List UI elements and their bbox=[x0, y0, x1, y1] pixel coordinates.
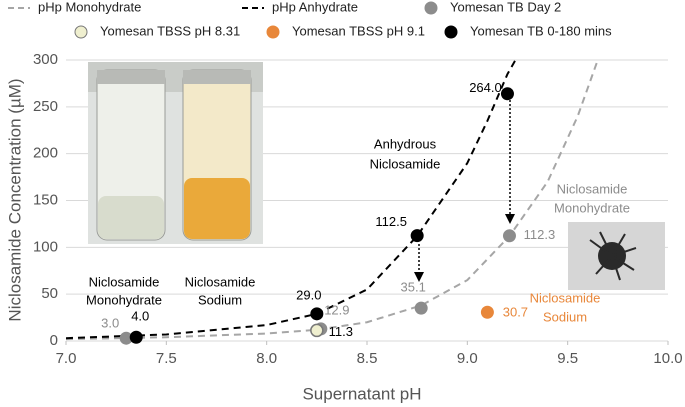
x-tick-label: 8.0 bbox=[256, 350, 277, 367]
data-label: 12.9 bbox=[324, 302, 349, 317]
data-label: 3.0 bbox=[101, 316, 119, 331]
legend-label: pHp Monohydrate bbox=[38, 0, 141, 14]
curve bbox=[66, 60, 517, 340]
data-label: 112.3 bbox=[524, 227, 556, 242]
annotation: Monohydrate bbox=[554, 200, 630, 215]
photo-caption: Niclosamide bbox=[185, 274, 256, 289]
legend-label: Yomesan TB Day 2 bbox=[450, 0, 561, 14]
annotation: Anhydrous bbox=[374, 136, 437, 151]
photo-caption: Monohydrate bbox=[86, 292, 162, 307]
crystal-photo bbox=[568, 222, 665, 290]
legend-swatch bbox=[424, 1, 438, 15]
data-label: 264.0 bbox=[469, 80, 502, 95]
marker bbox=[414, 301, 428, 315]
arrow-head bbox=[414, 214, 515, 282]
y-axis-title: Niclosamide Concentration (µM) bbox=[5, 78, 24, 321]
legend-label: Yomesan TBSS pH 8.31 bbox=[100, 23, 240, 38]
legend-swatch bbox=[444, 25, 458, 39]
x-tick-label: 7.5 bbox=[156, 350, 177, 367]
x-tick-label: 7.0 bbox=[56, 350, 77, 367]
annotation: Niclosamide bbox=[530, 290, 601, 305]
x-tick-label: 8.5 bbox=[357, 350, 378, 367]
marker bbox=[500, 87, 514, 101]
y-tick-label: 50 bbox=[41, 285, 58, 302]
data-label: 11.3 bbox=[329, 324, 353, 339]
data-label: 30.7 bbox=[503, 305, 528, 320]
y-tick-label: 250 bbox=[33, 98, 58, 115]
y-tick-label: 200 bbox=[33, 145, 58, 162]
annotation: Niclosamide bbox=[370, 156, 441, 171]
marker bbox=[480, 305, 494, 319]
y-tick-label: 300 bbox=[33, 51, 58, 68]
data-label: 29.0 bbox=[296, 287, 321, 302]
y-tick-label: 0 bbox=[50, 332, 58, 349]
legend-label: Yomesan TB 0-180 mins bbox=[470, 23, 612, 38]
legend-label: pHp Anhydrate bbox=[272, 0, 358, 14]
legend-swatch bbox=[266, 25, 280, 39]
legend-label: Yomesan TBSS pH 9.1 bbox=[292, 23, 425, 38]
x-tick-label: 10.0 bbox=[653, 350, 682, 367]
annotation: Sodium bbox=[543, 309, 587, 324]
data-label: 35.1 bbox=[401, 280, 426, 295]
marker bbox=[129, 330, 143, 344]
photo-caption: Niclosamide bbox=[89, 274, 160, 289]
x-tick-label: 9.5 bbox=[557, 350, 578, 367]
marker bbox=[502, 229, 516, 243]
x-axis-title: Supernatant pH bbox=[302, 384, 421, 403]
data-label: 4.0 bbox=[131, 309, 149, 324]
photo bbox=[88, 62, 263, 244]
marker bbox=[310, 323, 324, 338]
photo-caption: Sodium bbox=[198, 292, 242, 307]
marker bbox=[310, 307, 324, 321]
y-tick-label: 150 bbox=[33, 191, 58, 208]
marker bbox=[410, 229, 424, 243]
y-tick-label: 100 bbox=[33, 238, 58, 255]
annotation: Niclosamide bbox=[557, 181, 628, 196]
x-tick-label: 9.0 bbox=[457, 350, 478, 367]
arrow bbox=[418, 100, 511, 276]
data-label: 112.5 bbox=[375, 214, 407, 229]
legend-swatch bbox=[74, 25, 88, 39]
